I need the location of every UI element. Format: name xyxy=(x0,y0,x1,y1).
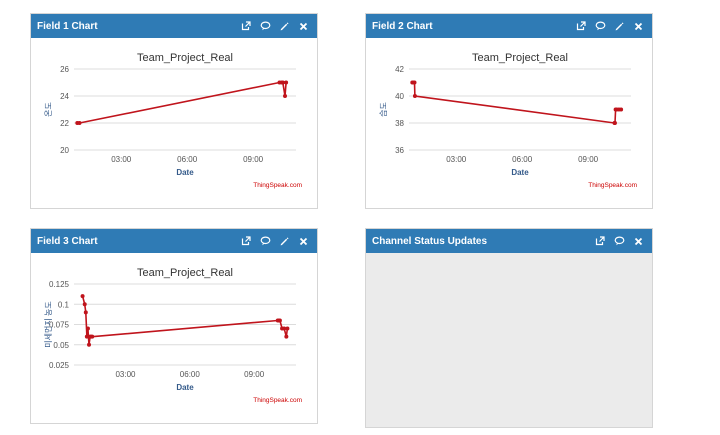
thingspeak-credit: ThingSpeak.com xyxy=(588,182,637,189)
x-tick-label: 09:00 xyxy=(244,370,265,379)
chart-area: Team_Project_Real 0.025 0.05 0.075 0.1 0.125 0… xyxy=(38,259,310,413)
panel-header: Field 3 Chart xyxy=(31,229,317,253)
y-tick-label: 0.05 xyxy=(53,341,69,350)
x-tick-label: 06:00 xyxy=(512,155,533,164)
x-tick-label: 09:00 xyxy=(578,155,599,164)
panel-header: Channel Status Updates xyxy=(366,229,652,253)
data-point xyxy=(83,310,88,315)
pencil-icon[interactable] xyxy=(277,19,291,33)
comment-icon[interactable] xyxy=(258,234,272,248)
y-tick-label: 26 xyxy=(60,65,69,74)
y-axis-label: 습도 xyxy=(379,102,388,117)
panel-title: Field 3 Chart xyxy=(37,235,98,247)
data-point xyxy=(277,318,282,323)
field3-chart: Team_Project_Real 0.025 0.05 0.075 0.1 0.125 0… xyxy=(43,267,302,404)
pencil-icon[interactable] xyxy=(277,234,291,248)
panel-icons xyxy=(239,234,310,248)
panel-header: Field 2 Chart xyxy=(366,14,652,38)
external-link-icon[interactable] xyxy=(593,234,607,248)
x-tick-label: 03:00 xyxy=(446,155,467,164)
panel-icons xyxy=(593,234,645,248)
y-tick-label: 42 xyxy=(395,65,404,74)
data-point xyxy=(90,334,95,339)
y-tick-label: 40 xyxy=(395,92,404,101)
field3-chart-panel: Field 3 Chart Team_Project_Real 0.025 0.05… xyxy=(30,228,318,424)
data-point xyxy=(87,342,92,347)
data-point xyxy=(412,80,417,85)
panel-icons xyxy=(574,19,645,33)
chart-title: Team_Project_Real xyxy=(137,267,233,279)
y-tick-label: 38 xyxy=(395,119,404,128)
panel-title: Channel Status Updates xyxy=(372,235,488,247)
external-link-icon[interactable] xyxy=(239,234,253,248)
data-point xyxy=(412,94,417,98)
chart-title: Team_Project_Real xyxy=(137,52,233,64)
y-tick-label: 0.025 xyxy=(49,361,70,370)
comment-icon[interactable] xyxy=(593,19,607,33)
close-icon[interactable] xyxy=(296,19,310,33)
data-point xyxy=(284,80,289,85)
data-point xyxy=(285,326,290,331)
panel-header: Field 1 Chart xyxy=(31,14,317,38)
x-tick-label: 06:00 xyxy=(180,370,201,379)
comment-icon[interactable] xyxy=(612,234,626,248)
pencil-icon[interactable] xyxy=(612,19,626,33)
x-tick-label: 06:00 xyxy=(177,155,198,164)
data-point xyxy=(280,80,285,85)
status-updates-body xyxy=(366,253,652,427)
field2-chart: Team_Project_Real 36 38 40 42 03:00 06:00 09:00… xyxy=(379,52,637,189)
thingspeak-credit: ThingSpeak.com xyxy=(253,182,302,189)
panel-body: Team_Project_Real 0.025 0.05 0.075 0.1 0.125 0… xyxy=(31,253,317,423)
x-axis-label: Date xyxy=(176,383,194,392)
x-tick-label: 03:00 xyxy=(115,370,136,379)
panel-body: Team_Project_Real 36 38 40 42 03:00 06:00 09:00… xyxy=(366,38,652,208)
channel-status-panel: Channel Status Updates xyxy=(365,228,653,428)
y-tick-label: 0.125 xyxy=(49,280,70,289)
external-link-icon[interactable] xyxy=(239,19,253,33)
chart-title: Team_Project_Real xyxy=(472,52,568,64)
y-tick-label: 36 xyxy=(395,146,404,155)
panel-body: Team_Project_Real 20 22 24 26 03:00 06:00 09:00… xyxy=(31,38,317,208)
data-point xyxy=(283,94,288,98)
chart-area: Team_Project_Real 36 38 40 42 03:00 06:00 09:00… xyxy=(373,44,645,198)
field1-chart: Team_Project_Real 20 22 24 26 03:00 06:00 09:00… xyxy=(44,52,302,189)
y-tick-label: 20 xyxy=(60,146,69,155)
close-icon[interactable] xyxy=(296,234,310,248)
series-line xyxy=(412,81,622,124)
series-line xyxy=(81,295,289,345)
y-tick-label: 22 xyxy=(60,119,69,128)
close-icon[interactable] xyxy=(631,19,645,33)
chart-area: Team_Project_Real 20 22 24 26 03:00 06:00 09:00… xyxy=(38,44,310,198)
data-point xyxy=(82,302,87,307)
data-point xyxy=(612,121,617,125)
data-point xyxy=(619,107,624,112)
field2-chart-panel: Field 2 Chart Team_Project_Real 36 38 40 42 0… xyxy=(365,13,653,209)
x-axis-label: Date xyxy=(176,168,194,177)
x-tick-label: 09:00 xyxy=(243,155,264,164)
panel-title: Field 2 Chart xyxy=(372,20,433,32)
x-tick-label: 03:00 xyxy=(111,155,132,164)
panel-icons xyxy=(239,19,310,33)
data-point xyxy=(284,334,289,339)
data-point xyxy=(84,334,89,339)
y-tick-label: 0.075 xyxy=(49,321,70,330)
close-icon[interactable] xyxy=(631,234,645,248)
y-axis-label: 미세먼지 농도 xyxy=(43,301,53,347)
y-tick-label: 0.1 xyxy=(58,300,70,309)
comment-icon[interactable] xyxy=(258,19,272,33)
data-point xyxy=(282,326,287,331)
x-axis-label: Date xyxy=(511,168,529,177)
field1-chart-panel: Field 1 Chart Team_Project_Real 20 22 24 26 0… xyxy=(30,13,318,209)
external-link-icon[interactable] xyxy=(574,19,588,33)
panel-title: Field 1 Chart xyxy=(37,20,98,32)
thingspeak-credit: ThingSpeak.com xyxy=(253,397,302,404)
y-axis-label: 온도 xyxy=(44,102,53,117)
series-line xyxy=(77,81,287,124)
y-tick-label: 24 xyxy=(60,92,69,101)
data-point xyxy=(80,294,85,299)
data-point xyxy=(85,326,90,331)
data-point xyxy=(77,121,82,125)
